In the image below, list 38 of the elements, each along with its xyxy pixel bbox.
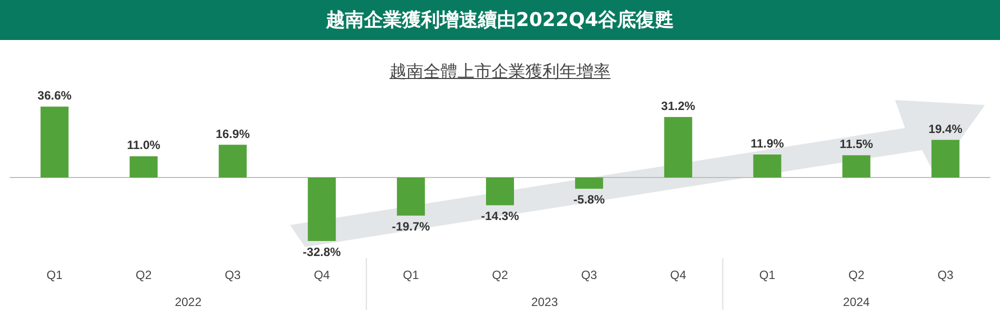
x-tick-label: Q4 [314,268,330,282]
bar [931,140,960,178]
data-label: -14.3% [480,209,520,224]
data-label: 11.9% [750,136,784,150]
chart-title: 越南企業獲利增速續由2022Q4谷底復甦 [0,0,1000,40]
x-tick-label: Q4 [670,268,687,282]
bar [664,117,692,178]
x-tick-label: Q3 [581,268,598,282]
data-label: 36.6% [38,88,72,103]
text: 2024 [843,295,870,309]
data-label: 19.4% [928,122,963,136]
bar [575,178,604,189]
bar [396,178,425,216]
x-tick-label: Q1 [759,268,776,282]
bar [218,144,247,178]
data-label: 11.0% [126,138,161,152]
bar [486,178,514,206]
x-tick-label: Q1 [46,268,63,282]
data-label: 31.2% [661,99,696,114]
x-tick-label: Q1 [402,268,420,282]
x-tick-label: Q3 [937,268,954,282]
text: 2023 [531,295,558,309]
data-label: 11.5% [840,137,874,152]
x-tick-label: Q2 [136,268,152,282]
chart-subtitle: 越南全體上市企業獲利年增率 [390,62,610,82]
data-label: 16.9% [216,126,250,141]
text: 2022 [174,295,202,309]
x-tick-label: Q3 [224,268,242,282]
x-tick-label: Q2 [848,268,865,282]
bar [40,106,69,178]
data-label: -19.7% [392,220,430,234]
bar [130,156,158,178]
x-tick-label: Q2 [492,268,508,282]
bar [753,154,782,178]
data-label: -5.8% [573,192,606,207]
bar [842,155,870,178]
data-label: -32.8% [302,245,342,260]
bar [308,178,336,242]
